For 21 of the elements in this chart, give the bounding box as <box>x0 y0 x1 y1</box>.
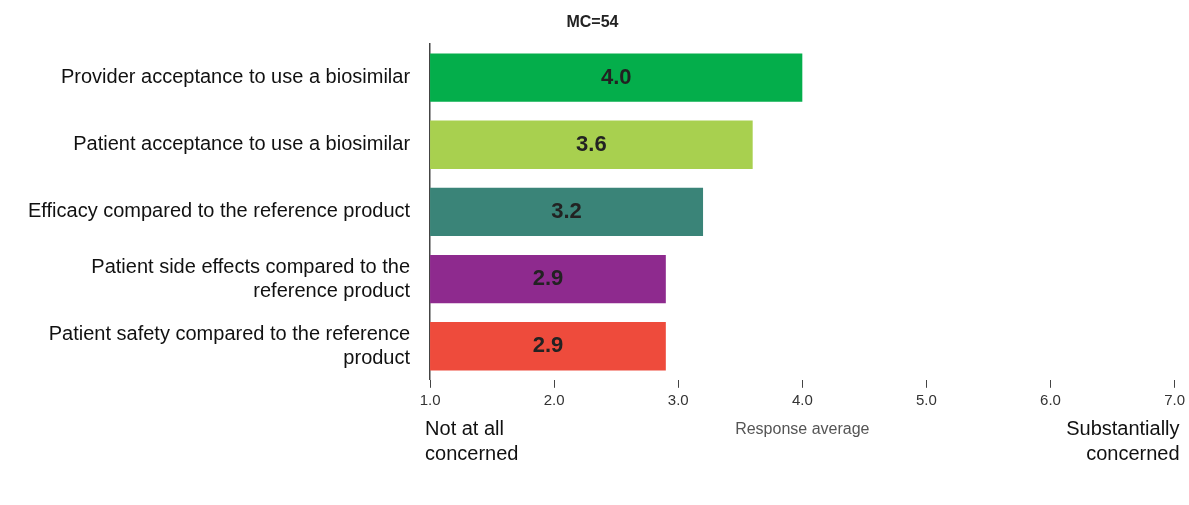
x-tick-label: 6.0 <box>1040 390 1061 408</box>
x-tick-label: 5.0 <box>915 390 937 408</box>
y-tick-label: Patient acceptance to use a biosimilar <box>73 132 411 155</box>
data-label: 2.9 <box>532 332 564 358</box>
x-axis-title: Response average <box>735 419 870 437</box>
chart-title: MC=54 <box>566 12 619 30</box>
x-tick-label: 1.0 <box>419 390 441 408</box>
data-label: 3.6 <box>576 130 607 156</box>
x-tick-label: 3.0 <box>667 390 689 408</box>
data-label: 2.9 <box>532 265 564 291</box>
data-label: 3.2 <box>551 197 582 223</box>
text: Not at all concerned <box>425 416 519 464</box>
data-label: 4.0 <box>600 63 632 89</box>
y-tick-label: Patient safety compared to the reference product <box>48 321 411 368</box>
y-tick-label: Provider acceptance to use a biosimilar <box>61 65 411 88</box>
y-tick-label: Patient side effects compared to the reference product <box>91 254 411 301</box>
y-tick-label: Efficacy compared to the reference product <box>28 199 411 222</box>
x-tick-label: 7.0 <box>1164 390 1185 408</box>
text: Substantially concerned <box>1066 416 1180 464</box>
x-tick-label: 2.0 <box>543 390 565 408</box>
x-tick-label: 4.0 <box>791 390 813 408</box>
